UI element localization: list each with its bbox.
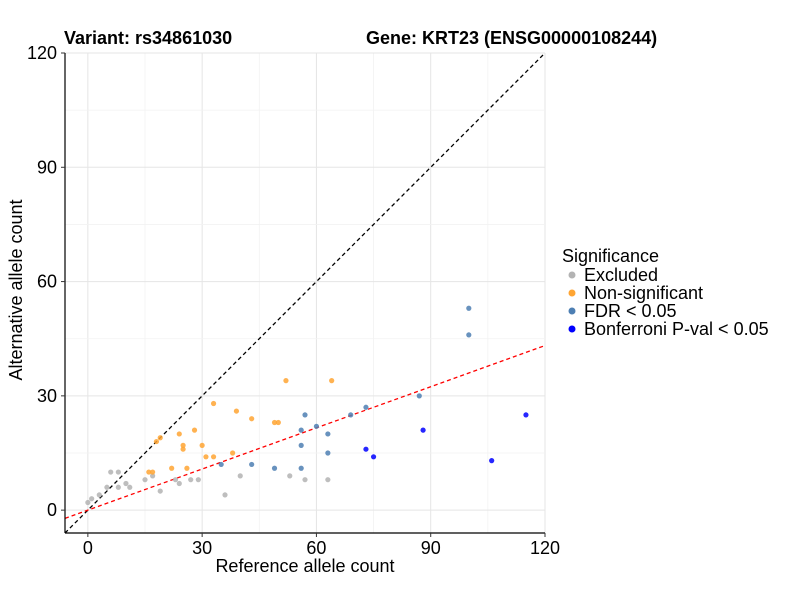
legend-key (568, 325, 576, 333)
legend-title: Significance (562, 246, 659, 266)
x-axis-title: Reference allele count (215, 556, 394, 576)
data-point (283, 378, 289, 384)
data-point (325, 477, 331, 483)
data-point (115, 484, 121, 490)
data-point (191, 427, 198, 433)
series-0 (85, 469, 331, 506)
data-point (85, 499, 91, 506)
data-point (218, 461, 224, 468)
data-point (188, 477, 194, 483)
data-point (466, 305, 472, 311)
data-point (123, 480, 129, 487)
data-point (172, 477, 179, 483)
data-point (180, 442, 186, 448)
data-point (489, 458, 495, 464)
chart-title-gene: Gene: KRT23 (ENSG00000108244) (366, 28, 657, 48)
data-point (271, 419, 278, 426)
data-point (249, 416, 255, 422)
data-point (370, 454, 377, 460)
data-point (302, 412, 308, 418)
data-points (85, 305, 529, 506)
x-tick-label: 60 (306, 538, 326, 558)
data-point (115, 469, 121, 475)
series-3 (363, 412, 529, 464)
x-tick-label: 120 (530, 538, 560, 558)
data-point (222, 492, 228, 498)
x-tick-label: 30 (192, 538, 212, 558)
data-point (302, 477, 308, 483)
legend-label: Non-significant (584, 283, 703, 303)
y-tick-label: 90 (37, 157, 57, 177)
chart-title-variant: Variant: rs34861030 (64, 28, 232, 48)
legend: Significance ExcludedNon-significantFDR … (562, 246, 769, 339)
data-point (271, 465, 278, 471)
data-point (523, 412, 529, 418)
reference-lines (64, 52, 546, 534)
y-tick-label: 60 (37, 272, 57, 292)
data-point (325, 450, 331, 456)
series-1 (146, 378, 335, 475)
y-tick-label: 0 (47, 500, 57, 520)
data-point (150, 469, 156, 475)
data-point (176, 431, 182, 437)
legend-key (568, 289, 576, 297)
legend-label: FDR < 0.05 (584, 301, 677, 321)
data-point (157, 435, 163, 441)
data-point (210, 400, 217, 407)
y-axis-title: Alternative allele count (6, 199, 26, 380)
identity-line (64, 52, 546, 534)
legend-key (568, 307, 576, 315)
data-point (169, 465, 175, 471)
legend-label: Bonferroni P-val < 0.05 (584, 319, 769, 339)
data-point (325, 431, 331, 437)
data-point (416, 393, 422, 399)
data-point (104, 484, 110, 490)
data-point (108, 469, 114, 475)
data-point (210, 454, 217, 460)
data-point (180, 446, 186, 452)
x-tick-label: 90 (421, 538, 441, 558)
data-point (348, 412, 354, 418)
data-point (150, 473, 156, 479)
data-point (363, 446, 369, 452)
data-point (329, 378, 335, 384)
x-tick-label: 0 (83, 538, 93, 558)
data-point (195, 477, 201, 483)
data-point (313, 423, 320, 429)
fit-line (64, 344, 546, 519)
data-point (157, 488, 163, 494)
data-point (199, 442, 205, 448)
data-point (153, 438, 160, 445)
data-point (127, 484, 133, 490)
data-point (230, 450, 236, 456)
data-point (146, 469, 152, 475)
data-point (298, 427, 304, 433)
legend-key (568, 271, 576, 279)
data-point (237, 473, 243, 479)
data-point (275, 419, 281, 426)
data-point (466, 332, 472, 338)
data-point (203, 454, 209, 460)
data-point (142, 477, 148, 483)
data-point (184, 465, 190, 471)
tick-labels: 0 30 60 90 120 0 30 60 90 120 (27, 43, 560, 558)
axes (64, 53, 545, 534)
data-point (249, 461, 255, 468)
legend-label: Excluded (584, 265, 658, 285)
data-point (233, 408, 240, 414)
data-point (298, 442, 304, 448)
data-point (287, 473, 293, 479)
series-2 (218, 305, 472, 471)
data-point (298, 465, 304, 471)
y-tick-label: 30 (37, 386, 57, 406)
data-point (420, 427, 426, 433)
y-tick-label: 120 (27, 43, 57, 63)
data-point (96, 492, 102, 498)
data-point (363, 404, 369, 410)
data-point (176, 480, 182, 487)
data-point (89, 496, 95, 502)
